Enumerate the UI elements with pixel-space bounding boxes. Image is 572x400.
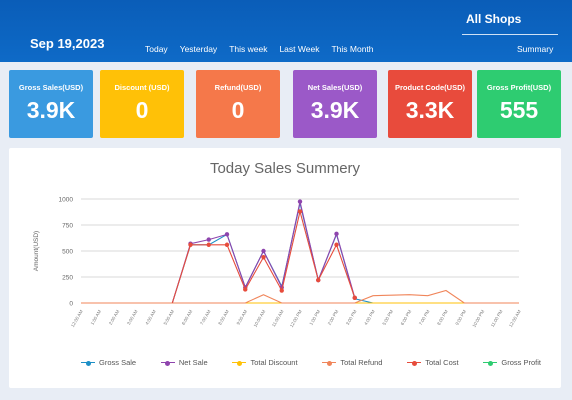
- data-point: [334, 231, 339, 237]
- card-gross-profit[interactable]: Gross Profit(USD) 555: [477, 70, 561, 138]
- legend-item[interactable]: Total Refund: [322, 358, 382, 367]
- x-tick-label: 2:00 PM: [327, 309, 340, 326]
- x-tick-label: 8:00 PM: [436, 309, 449, 326]
- filter-this-week[interactable]: This week: [229, 44, 268, 54]
- filter-last-week[interactable]: Last Week: [279, 44, 320, 54]
- card-label: Product Code(USD): [395, 83, 465, 92]
- legend-item[interactable]: Gross Sale: [81, 358, 136, 367]
- data-point: [224, 242, 230, 247]
- data-point: [243, 287, 248, 292]
- shop-underline: [462, 34, 558, 35]
- card-label: Gross Profit(USD): [486, 83, 552, 92]
- x-tick-label: 12:00 AM: [70, 309, 84, 328]
- card-value: 0: [231, 97, 245, 123]
- data-point: [297, 199, 303, 204]
- legend-label: Total Cost: [425, 358, 459, 367]
- y-tick-label: 1000: [59, 197, 74, 204]
- filter-yesterday[interactable]: Yesterday: [179, 44, 218, 54]
- card-discount[interactable]: Discount (USD) 0: [100, 70, 184, 138]
- legend-marker: [232, 359, 247, 367]
- x-tick-label: 10:00 AM: [253, 309, 267, 328]
- card-label: Net Sales(USD): [307, 83, 363, 92]
- x-tick-label: 9:00 AM: [236, 309, 249, 326]
- legend-marker: [322, 359, 337, 367]
- x-tick-label: 11:00 AM: [271, 309, 285, 328]
- legend-label: Net Sale: [178, 358, 208, 367]
- sales-line-chart: 0 250 500 750 1000 Amount(USD) 12:00 AM 1:00 AM…: [33, 197, 522, 329]
- card-value: 3.9K: [310, 97, 360, 123]
- y-tick-label: 750: [62, 223, 73, 230]
- legend-label: Total Discount: [250, 358, 298, 367]
- data-point: [206, 242, 211, 247]
- x-tick-label: 11:00 PM: [490, 309, 504, 328]
- legend-marker: [407, 359, 422, 367]
- x-tick-label: 8:00 AM: [217, 309, 230, 326]
- sales-chart-panel: Today Sales Summery 0 250 500 750 1000 Amount…: [9, 148, 561, 388]
- x-tick-label: 7:00 AM: [199, 309, 212, 326]
- data-point: [352, 295, 357, 300]
- series-line: [81, 289, 519, 304]
- x-tick-label: 2:00 AM: [108, 309, 121, 326]
- card-value: 0: [135, 97, 149, 123]
- x-tick-label: 7:00 PM: [418, 309, 431, 326]
- card-gross-sales[interactable]: Gross Sales(USD) 3.9K: [9, 70, 93, 138]
- y-tick-label: 250: [62, 275, 73, 282]
- data-point: [297, 209, 303, 214]
- top-bar: Sep 19,2023 Today Yesterday This week La…: [0, 0, 572, 62]
- legend-marker: [81, 359, 95, 367]
- legend-marker: [483, 359, 498, 367]
- legend-label: Total Refund: [340, 358, 383, 367]
- series-line: [81, 203, 519, 304]
- card-net-sales[interactable]: Net Sales(USD) 3.9K: [293, 70, 377, 138]
- data-point: [188, 242, 193, 247]
- card-refund[interactable]: Refund(USD) 0: [196, 70, 280, 138]
- legend-item[interactable]: Net Sale: [160, 358, 208, 367]
- legend-marker: [160, 359, 175, 367]
- y-tick-label: 500: [62, 249, 73, 256]
- card-value: 3.9K: [26, 97, 76, 123]
- filter-today[interactable]: Today: [145, 44, 168, 54]
- x-tick-label: 4:00 AM: [144, 309, 157, 326]
- x-tick-label: 6:00 AM: [181, 309, 194, 326]
- card-value: 555: [499, 97, 539, 123]
- x-tick-label: 3:00 PM: [345, 309, 358, 326]
- legend-item[interactable]: Total Cost: [407, 358, 459, 367]
- legend-label: Gross Profit: [501, 358, 541, 367]
- x-tick-label: 5:00 PM: [381, 309, 394, 326]
- x-tick-label: 3:00 AM: [126, 309, 139, 326]
- data-point: [261, 255, 266, 260]
- filter-this-month[interactable]: This Month: [331, 44, 374, 54]
- data-point: [334, 242, 339, 247]
- y-axis-label: Amount(USD): [33, 231, 40, 271]
- x-tick-label: 5:00 AM: [163, 309, 176, 326]
- legend-item[interactable]: Gross Profit: [483, 358, 541, 367]
- legend-label: Gross Sale: [99, 358, 137, 367]
- x-tick-label: 9:00 PM: [454, 309, 467, 326]
- x-tick-label: 1:00 AM: [90, 309, 103, 326]
- card-label: Gross Sales(USD): [18, 83, 84, 92]
- date-display: Sep 19,2023: [30, 36, 105, 51]
- chart-title: Today Sales Summery: [209, 160, 361, 177]
- x-tick-label: 1:00 PM: [308, 309, 321, 326]
- data-point: [224, 232, 230, 237]
- summary-link[interactable]: Summary: [517, 44, 554, 54]
- x-tick-label: 10:00 PM: [471, 309, 485, 328]
- data-point: [261, 248, 266, 254]
- x-tick-label: 6:00 PM: [400, 309, 413, 326]
- x-tick-label: 12:00 AM: [508, 309, 522, 328]
- card-product-code[interactable]: Product Code(USD) 3.3K: [388, 70, 472, 138]
- data-point: [206, 237, 211, 242]
- card-label: Discount (USD): [114, 83, 170, 92]
- legend-item[interactable]: Total Discount: [232, 358, 298, 367]
- data-point: [316, 277, 321, 283]
- x-tick-label: 12:00 PM: [289, 309, 303, 328]
- card-label: Refund(USD): [214, 83, 262, 92]
- date-filter-tabs: Today Yesterday This week Last Week This…: [145, 44, 386, 54]
- chart-legend: Gross Sale Net Sale Total Discount Total Re…: [81, 358, 541, 367]
- y-tick-label: 0: [69, 301, 73, 308]
- shop-selector[interactable]: All Shops: [466, 12, 522, 26]
- card-value: 3.3K: [405, 97, 455, 123]
- data-point: [279, 288, 284, 293]
- x-tick-label: 4:00 PM: [363, 309, 376, 326]
